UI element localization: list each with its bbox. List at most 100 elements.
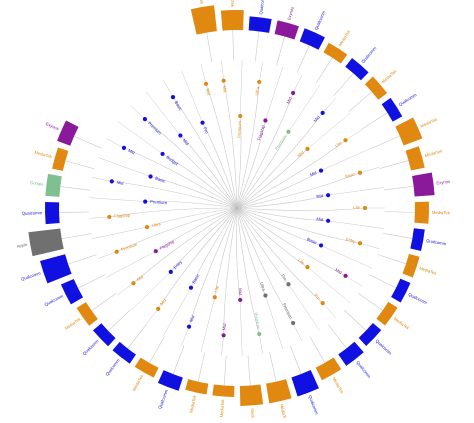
ring-connector bbox=[65, 160, 95, 170]
leaf-link bbox=[239, 60, 243, 117]
leaf-link bbox=[320, 147, 373, 171]
leaf-link bbox=[117, 120, 163, 155]
ring-connector bbox=[382, 232, 413, 239]
leaf-node bbox=[186, 324, 192, 329]
leaf-link bbox=[320, 245, 373, 269]
leaf-node bbox=[291, 320, 296, 326]
ring-label: MediaTek bbox=[331, 376, 345, 395]
leaf-node bbox=[168, 269, 173, 275]
leaf-link bbox=[288, 85, 320, 132]
ring-segment bbox=[112, 341, 136, 364]
hub-link bbox=[223, 207, 238, 336]
hub-link bbox=[236, 207, 260, 335]
ring-label: MediaTek bbox=[197, 0, 205, 5]
leaf-node bbox=[107, 214, 112, 220]
ring-segment bbox=[410, 228, 425, 252]
leaf-node bbox=[343, 138, 348, 143]
hub-link bbox=[236, 207, 346, 277]
leaf-node-layer: Mid Premium Ultra Flagship Mid Premium Mid Mid L… bbox=[107, 78, 368, 338]
leaf-link bbox=[265, 295, 283, 349]
leaf-label: Mid bbox=[316, 193, 324, 199]
ring-segment bbox=[190, 5, 217, 35]
hub-link bbox=[188, 207, 238, 327]
leaf-node bbox=[142, 116, 148, 122]
leaf-node bbox=[305, 265, 310, 270]
leaf-label: Ultra bbox=[254, 86, 261, 96]
leaf-label: Basic bbox=[345, 171, 356, 179]
leaf-node bbox=[156, 306, 161, 311]
ring-segment bbox=[220, 9, 244, 31]
hub-node bbox=[235, 206, 239, 210]
ring-segment bbox=[266, 379, 292, 404]
hub-link bbox=[236, 112, 323, 209]
leaf-link bbox=[106, 138, 125, 149]
leaf-node bbox=[320, 110, 325, 115]
leaf-node bbox=[357, 170, 363, 175]
leaf-link bbox=[130, 271, 171, 311]
hub-link bbox=[236, 207, 266, 296]
ring-segment bbox=[405, 146, 425, 171]
ring-connector bbox=[254, 31, 260, 62]
leaf-label: Ultra bbox=[259, 281, 267, 292]
leaf-node bbox=[320, 301, 325, 306]
ring-connector bbox=[384, 211, 415, 213]
ring-label: Exynos bbox=[286, 6, 294, 21]
leaf-label: Mid bbox=[221, 323, 227, 331]
leaf-node bbox=[257, 79, 262, 85]
leaf-node bbox=[362, 205, 368, 211]
leaf-label: Premium bbox=[120, 241, 138, 252]
leaf-node bbox=[291, 90, 296, 96]
ring-label: MediaTek bbox=[279, 403, 288, 418]
leaf-label: Premium bbox=[282, 302, 294, 320]
ring-label: MediaTek bbox=[393, 316, 411, 331]
leaf-link bbox=[181, 70, 203, 123]
ring-connector bbox=[296, 45, 310, 73]
ring-segment bbox=[391, 278, 411, 303]
ring-connector bbox=[59, 211, 90, 214]
ring-connector bbox=[232, 30, 234, 61]
leaf-label: Mid bbox=[238, 288, 243, 296]
ring-label: Qualcomm bbox=[308, 394, 320, 415]
leaf-label: Mid bbox=[127, 148, 136, 156]
hub-link bbox=[155, 207, 238, 252]
ring-segment bbox=[157, 370, 183, 391]
ring-segment bbox=[274, 20, 299, 40]
ring-segment bbox=[134, 357, 159, 378]
ring-segment bbox=[364, 76, 388, 100]
ring-label: Google bbox=[30, 180, 45, 187]
ring-segment bbox=[338, 341, 364, 366]
hub-link bbox=[236, 148, 308, 209]
ring-label: MediaTek bbox=[219, 398, 225, 417]
ring-connector bbox=[247, 355, 251, 386]
ring-connector bbox=[172, 346, 185, 375]
ring-label: MediaTek bbox=[432, 210, 451, 215]
hub-link bbox=[236, 92, 294, 209]
ring-label: MediaTek bbox=[419, 265, 438, 276]
leaf-link bbox=[221, 60, 224, 81]
ring-connector bbox=[269, 352, 277, 382]
ring-segment bbox=[44, 201, 60, 225]
ring-connector bbox=[344, 309, 367, 331]
leaf-node bbox=[257, 331, 262, 337]
ring-label: Exynos bbox=[436, 179, 450, 186]
leaf-label: Lite bbox=[353, 205, 360, 210]
ring-connector bbox=[73, 135, 102, 149]
ring-segment bbox=[212, 384, 235, 397]
leaf-label: Mid bbox=[309, 170, 318, 178]
ring-label: Qualcomm bbox=[104, 357, 121, 376]
ring-connector bbox=[372, 135, 400, 149]
leaf-link bbox=[288, 284, 320, 331]
ring-segment bbox=[395, 117, 423, 146]
hub-link bbox=[133, 207, 238, 284]
hub-link bbox=[236, 207, 322, 246]
leaf-node bbox=[305, 146, 310, 151]
leaf-link bbox=[162, 79, 174, 98]
leaf-link bbox=[162, 287, 192, 337]
ring-segment bbox=[381, 97, 403, 122]
hub-link bbox=[236, 207, 289, 285]
leaf-link bbox=[239, 299, 243, 356]
ring-label: MediaTek bbox=[381, 68, 399, 84]
leaf-label: Mid bbox=[297, 149, 306, 158]
leaf-label: Lite bbox=[334, 140, 343, 148]
